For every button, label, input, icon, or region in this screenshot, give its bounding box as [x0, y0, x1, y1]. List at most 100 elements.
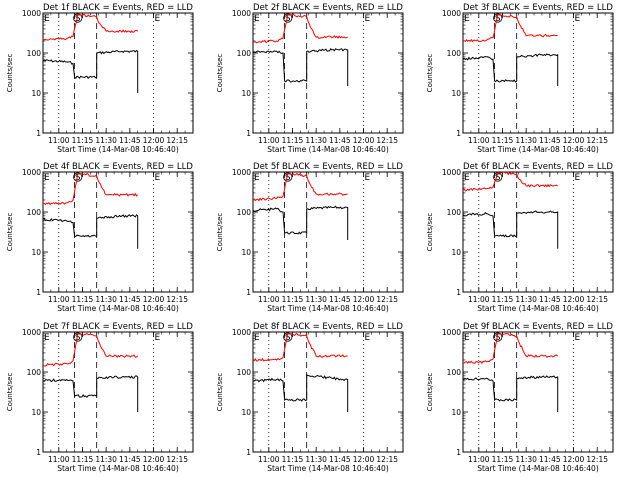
- marker-label: E: [365, 14, 371, 24]
- series-lld: [42, 333, 138, 367]
- marker-circle: [73, 332, 83, 342]
- x-tick-label: 11:45: [329, 295, 351, 304]
- series-events: [42, 214, 139, 249]
- y-tick-label: 10: [451, 408, 461, 417]
- x-tick-label: 11:00: [48, 455, 70, 464]
- y-tick-label: 10: [241, 248, 251, 257]
- x-axis-label: Start Time (14-Mar-08 10:46:40): [477, 464, 599, 473]
- y-tick-label: 100: [447, 208, 462, 217]
- series-events: [42, 375, 139, 412]
- marker-label: E: [575, 14, 581, 24]
- x-tick-label: 11:45: [539, 295, 561, 304]
- panel-det-7: Det 7f BLACK = Events, RED = LLD 1 10 100 10…: [6, 322, 194, 473]
- x-tick-label: 11:00: [258, 295, 280, 304]
- y-tick-label: 1: [36, 288, 41, 297]
- x-tick-label: 11:45: [119, 455, 141, 464]
- plot-frame: [42, 12, 194, 134]
- x-tick-label: 11:15: [282, 136, 304, 145]
- panel-det-8: Det 8f BLACK = Events, RED = LLD 1 10 100 10…: [216, 322, 404, 473]
- plot-frame: [42, 331, 194, 453]
- y-tick-label: 1: [36, 129, 41, 138]
- x-axis-label: Start Time (14-Mar-08 10:46:40): [57, 304, 179, 313]
- y-tick-label: 1000: [22, 9, 41, 18]
- y-tick-label: 1: [246, 129, 251, 138]
- marker-label: E: [44, 173, 50, 183]
- panel-det-5: Det 5f BLACK = Events, RED = LLD 1 10 100 10…: [216, 162, 404, 313]
- x-tick-label: 11:45: [329, 136, 351, 145]
- x-axis-label: Start Time (14-Mar-08 10:46:40): [57, 145, 179, 154]
- marker-label: E: [464, 333, 470, 343]
- x-tick-label: 11:15: [72, 136, 94, 145]
- x-tick-label: 11:30: [305, 295, 327, 304]
- y-tick-label: 100: [27, 208, 42, 217]
- marker-label: E: [155, 173, 161, 183]
- y-axis-label: Counts/sec: [216, 373, 224, 412]
- x-tick-label: 12:00: [563, 295, 585, 304]
- x-tick-label: 11:30: [95, 295, 117, 304]
- marker-label: E: [575, 173, 581, 183]
- panel-title: Det 2f BLACK = Events, RED = LLD: [253, 3, 403, 13]
- x-tick-label: 12:00: [563, 455, 585, 464]
- x-tick-label: 12:15: [166, 455, 188, 464]
- marker-label: E: [254, 173, 260, 183]
- y-tick-label: 10: [451, 248, 461, 257]
- marker-label: E: [254, 333, 260, 343]
- x-tick-label: 12:00: [143, 136, 165, 145]
- series-lld: [462, 333, 559, 365]
- panel-title: Det 7f BLACK = Events, RED = LLD: [43, 322, 193, 332]
- series-events: [462, 375, 559, 412]
- x-tick-label: 11:45: [329, 455, 351, 464]
- y-tick-label: 10: [31, 248, 41, 257]
- series-events: [462, 210, 559, 249]
- x-tick-label: 11:00: [258, 136, 280, 145]
- x-tick-label: 11:45: [539, 136, 561, 145]
- y-tick-label: 100: [447, 49, 462, 58]
- marker-label: S: [495, 173, 501, 183]
- marker-label: E: [575, 333, 581, 343]
- x-tick-label: 11:15: [72, 295, 94, 304]
- marker-label: E: [254, 14, 260, 24]
- x-tick-label: 12:15: [586, 455, 608, 464]
- marker-circle: [283, 172, 293, 182]
- x-axis-label: Start Time (14-Mar-08 10:46:40): [57, 464, 179, 473]
- marker-label: S: [285, 14, 291, 24]
- marker-circle: [73, 13, 83, 23]
- y-tick-label: 10: [451, 89, 461, 98]
- marker-label: E: [365, 333, 371, 343]
- series-lld: [252, 333, 348, 362]
- marker-label: E: [44, 14, 50, 24]
- x-tick-label: 11:45: [119, 136, 141, 145]
- y-tick-label: 10: [241, 408, 251, 417]
- x-tick-label: 11:30: [305, 455, 327, 464]
- x-tick-label: 12:00: [353, 455, 375, 464]
- x-tick-label: 11:15: [492, 136, 514, 145]
- x-axis-label: Start Time (14-Mar-08 10:46:40): [267, 145, 389, 154]
- panel-title: Det 5f BLACK = Events, RED = LLD: [253, 162, 403, 172]
- x-axis-label: Start Time (14-Mar-08 10:46:40): [267, 304, 389, 313]
- x-tick-label: 12:15: [376, 455, 398, 464]
- y-tick-label: 1: [246, 448, 251, 457]
- y-tick-label: 10: [31, 89, 41, 98]
- y-tick-label: 1: [456, 448, 461, 457]
- y-tick-label: 1000: [22, 328, 41, 337]
- x-tick-label: 12:15: [376, 136, 398, 145]
- y-axis-label: Counts/sec: [6, 54, 14, 93]
- y-tick-label: 1: [456, 288, 461, 297]
- y-tick-label: 1: [456, 129, 461, 138]
- x-tick-label: 11:30: [95, 136, 117, 145]
- series-events: [252, 48, 349, 86]
- series-lld: [42, 172, 139, 206]
- marker-label: S: [285, 333, 291, 343]
- panel-title: Det 1f BLACK = Events, RED = LLD: [43, 3, 193, 13]
- x-tick-label: 11:00: [468, 295, 490, 304]
- x-tick-label: 12:00: [143, 295, 165, 304]
- series-lld: [462, 171, 558, 192]
- plot-frame: [462, 331, 614, 453]
- x-tick-label: 11:30: [515, 136, 537, 145]
- plot-frame: [252, 12, 404, 134]
- y-axis-label: Counts/sec: [426, 213, 434, 252]
- y-tick-label: 1: [246, 288, 251, 297]
- marker-label: E: [464, 14, 470, 24]
- x-tick-label: 12:15: [166, 295, 188, 304]
